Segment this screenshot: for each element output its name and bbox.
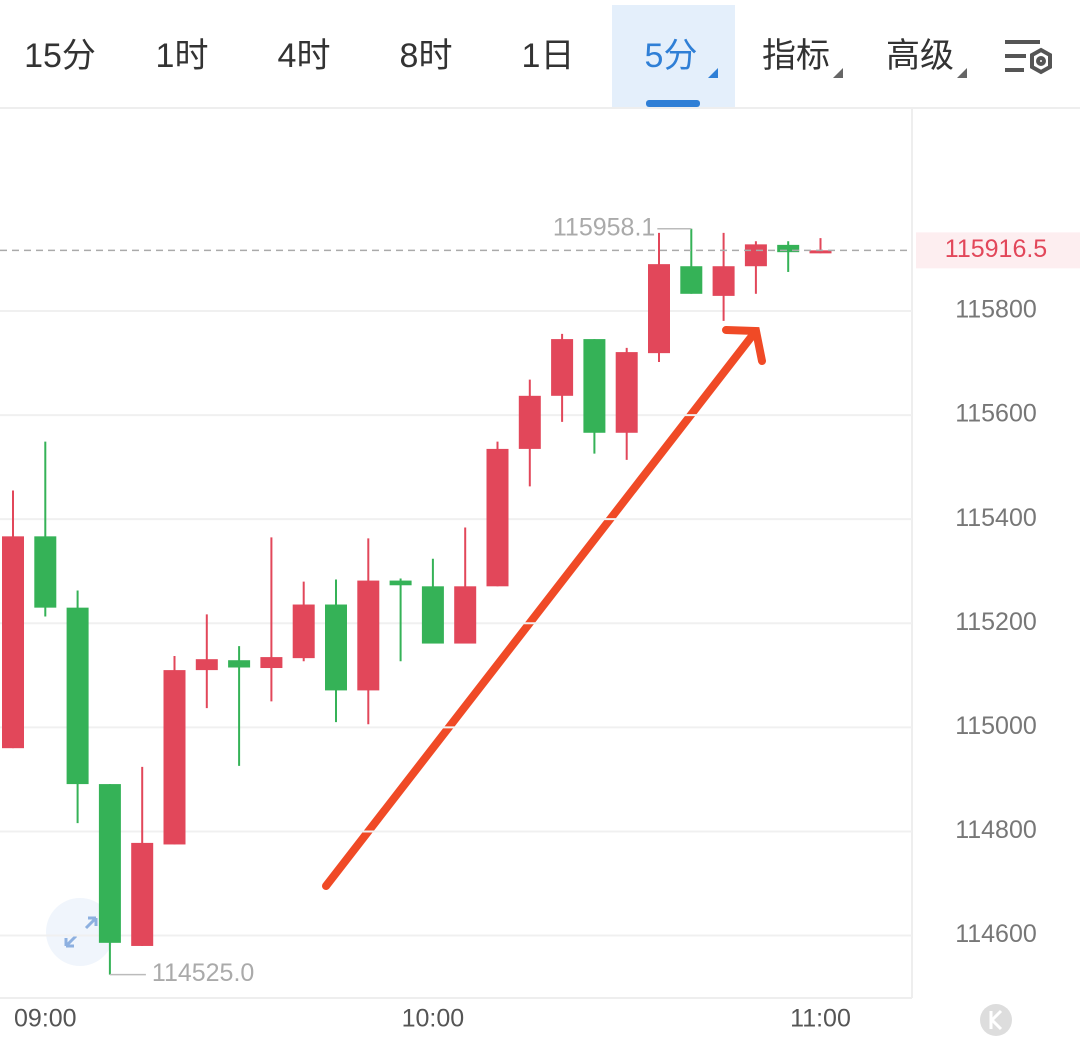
active-tab-indicator [646, 100, 700, 107]
min-label: 114525.0 [152, 959, 254, 987]
candle-body [615, 352, 638, 433]
candle-body [131, 842, 154, 946]
y-tick-label: 115800 [955, 296, 1037, 324]
candle-body [389, 580, 412, 586]
candle-body [163, 670, 186, 845]
tab[interactable]: 15分 [24, 37, 96, 75]
candle-body [66, 607, 89, 785]
candle-body [454, 586, 477, 644]
corner-badge[interactable] [980, 1004, 1012, 1036]
candle-body [777, 244, 800, 253]
y-tick-label: 114600 [955, 920, 1037, 948]
candle-body [260, 657, 283, 669]
tab[interactable]: 指标 [762, 37, 830, 75]
tab-caret [833, 68, 843, 78]
last-price-label: 115916.5 [945, 235, 1047, 263]
y-tick-label: 115400 [955, 504, 1037, 532]
candle-body [357, 580, 380, 691]
active-tab-bg [612, 5, 735, 108]
tab-caret [957, 68, 967, 78]
settings-icon[interactable] [1005, 40, 1052, 75]
candle-body [228, 660, 251, 668]
candle-body [648, 264, 670, 354]
x-tick-label: 09:00 [14, 1005, 77, 1033]
x-tick-label: 11:00 [790, 1005, 851, 1033]
y-tick-label: 115200 [955, 608, 1037, 636]
tab-caret [708, 68, 718, 78]
candle-body [583, 339, 606, 433]
y-tick-label: 114800 [955, 816, 1037, 844]
candle-body [98, 784, 121, 943]
tab[interactable]: 5分 [645, 37, 698, 75]
candle-body [195, 659, 218, 671]
candle-body [2, 536, 24, 749]
candle-body [421, 586, 444, 644]
y-tick-label: 115600 [955, 400, 1037, 428]
tab[interactable]: 1日 [522, 37, 575, 75]
candle-body [34, 536, 57, 608]
candle-body [325, 604, 347, 691]
candle-body [744, 244, 767, 267]
candle-body [712, 266, 735, 296]
candle-body [518, 395, 541, 449]
tab[interactable]: 4时 [278, 37, 331, 75]
candle-body [680, 266, 703, 294]
y-tick-label: 115000 [955, 712, 1037, 740]
max-label: 115958.1 [553, 213, 655, 241]
x-tick-label: 10:00 [402, 1005, 465, 1033]
zoom-icon[interactable] [46, 898, 114, 966]
last-price-box [916, 232, 1080, 269]
candle-body [551, 339, 574, 396]
candle-body [486, 448, 509, 587]
tab[interactable]: 高级 [886, 37, 954, 75]
candle-body [809, 250, 832, 254]
tab[interactable]: 1时 [156, 37, 209, 75]
tab[interactable]: 8时 [400, 37, 453, 75]
candle-body [292, 604, 315, 659]
trend-arrow [322, 326, 766, 890]
